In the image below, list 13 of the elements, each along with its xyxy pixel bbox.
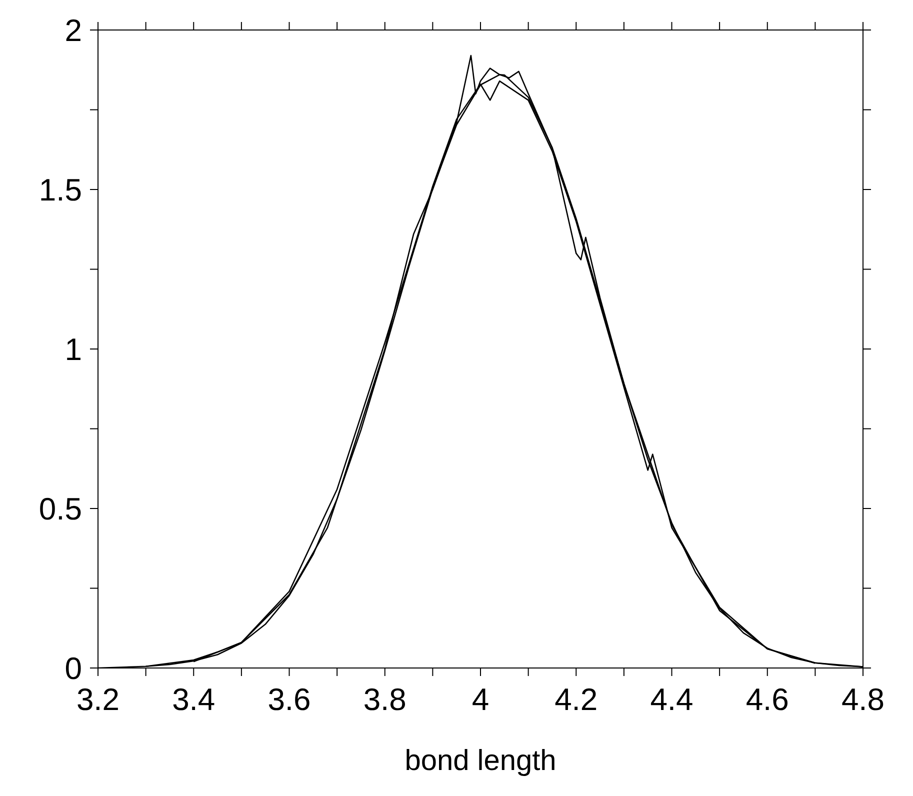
x-tick-label: 4.2 [554, 682, 598, 718]
x-tick-label: 4.6 [746, 682, 789, 718]
y-tick-label: 1.5 [38, 172, 82, 208]
y-tick-label: 0.5 [38, 492, 82, 527]
x-tick-label: 4 [472, 682, 490, 718]
x-tick-label: 3.4 [172, 682, 216, 718]
x-tick-label: 4.8 [841, 682, 885, 718]
x-tick-label: 3.6 [268, 682, 311, 718]
y-tick-label: 1 [64, 332, 82, 368]
x-axis-title: bond length [404, 745, 556, 777]
x-tick-label: 4.4 [650, 682, 694, 718]
x-tick-label: 3.8 [363, 682, 406, 718]
y-tick-label: 2 [64, 13, 82, 48]
